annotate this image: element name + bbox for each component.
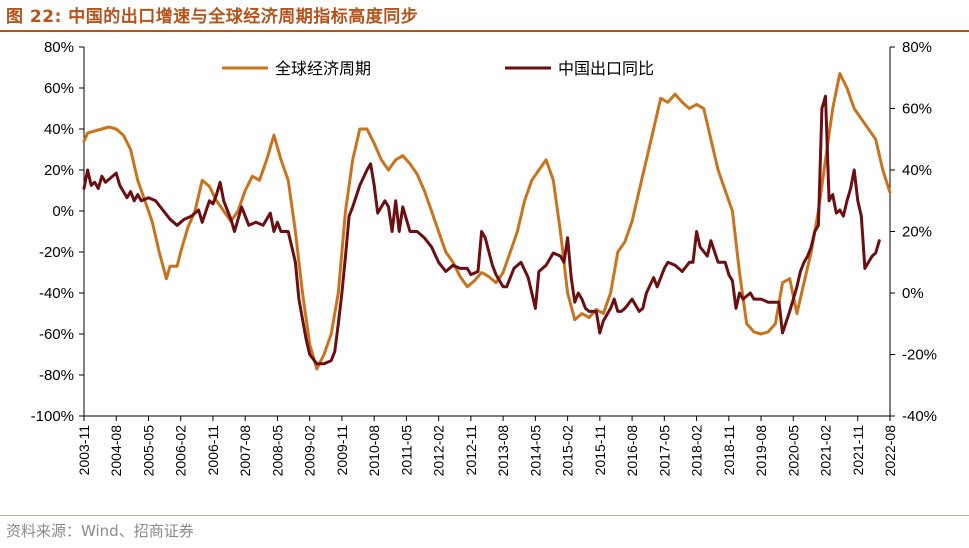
y-left-tick-label: -40% [39,285,74,302]
source-rule [0,515,969,516]
legend-label-global-cycle: 全球经济周期 [275,59,371,78]
y-left-tick-label: 60% [44,80,74,97]
y-left-tick-label: 20% [44,162,74,179]
y-left-tick-label: 80% [44,39,74,56]
x-tick-label: 2019-08 [753,425,769,477]
x-tick-label: 2006-02 [173,425,189,477]
legend-label-china-exports: 中国出口同比 [558,59,654,78]
chart-series [82,72,892,371]
x-tick-label: 2021-02 [818,425,834,477]
y-right-tick-label: -40% [902,408,937,425]
x-tick-label: 2021-11 [850,425,866,476]
x-tick-label: 2015-02 [560,425,576,477]
x-tick-label: 2018-11 [721,425,737,476]
y-left-tick-label: -60% [39,326,74,343]
x-tick-label: 2016-08 [624,425,640,477]
chart-legend: 全球经济周期 中国出口同比 [222,59,654,78]
figure-title: 图 22: 中国的出口增速与全球经济周期指标高度同步 [6,7,419,27]
series-line-global-cycle [82,72,892,371]
y-right-tick-label: 80% [902,39,932,56]
y-left-tick-label: -80% [39,367,74,384]
y-left-tick-label: -100% [31,408,74,425]
x-tick-label: 2007-08 [237,425,253,477]
series-line-china-exports [82,94,881,366]
x-tick-label: 2012-02 [431,425,447,477]
source-note: 资料来源：Wind、招商证券 [6,522,194,540]
y-left-tick-label: 40% [44,121,74,138]
y-right-tick-label: 20% [902,224,932,241]
chart-axes: 80% 60% 40% 20% 0% -20% -40% -60% -80% -100% 80% 60… [31,39,937,476]
x-tick-label: 2009-02 [302,425,318,477]
x-tick-label: 2010-08 [366,425,382,477]
y-right-tick-label: 40% [902,162,932,179]
x-tick-label: 2009-11 [334,425,350,476]
x-tick-label: 2005-05 [140,425,156,477]
x-tick-label: 2004-08 [108,425,124,477]
x-tick-label: 2011-05 [398,425,414,476]
x-tick-label: 2015-11 [592,425,608,476]
y-right-tick-label: 60% [902,101,932,118]
y-right-tick-label: 0% [902,285,924,302]
x-tick-label: 2013-08 [495,425,511,477]
x-tick-label: 2018-02 [689,425,705,477]
y-left-tick-label: -20% [39,244,74,261]
x-tick-label: 2012-11 [463,425,479,476]
x-tick-label: 2020-05 [785,425,801,477]
x-tick-label: 2003-11 [76,425,92,476]
x-tick-label: 2014-05 [527,425,543,477]
y-right-tick-label: -20% [902,347,937,364]
x-tick-label: 2017-05 [656,425,672,477]
chart-canvas: 80% 60% 40% 20% 0% -20% -40% -60% -80% -100% 80% 60… [31,39,937,476]
x-tick-label: 2022-08 [882,425,898,477]
y-left-tick-label: 0% [52,203,74,220]
title-rule [0,30,969,32]
x-tick-label: 2008-05 [269,425,285,477]
x-tick-label: 2006-11 [205,425,221,476]
